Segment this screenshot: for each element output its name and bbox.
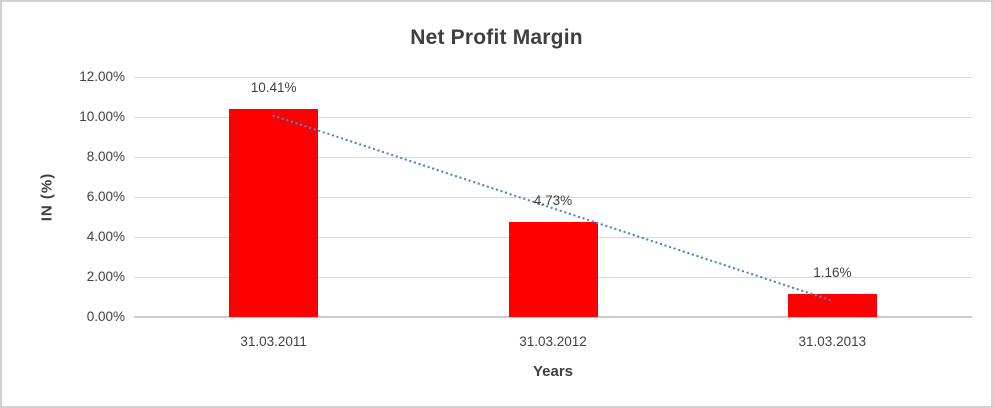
gridline — [134, 77, 972, 78]
y-axis-tick-label: 0.00% — [86, 309, 125, 324]
trendline — [272, 114, 834, 303]
trendline-path — [272, 114, 834, 303]
x-axis-title: Years — [532, 363, 574, 380]
x-axis-line — [134, 316, 972, 318]
bar-data-label: 10.41% — [250, 79, 297, 95]
y-axis-tick-label: 2.00% — [86, 269, 125, 284]
bar-data-label: 4.73% — [533, 193, 573, 209]
bar-data-label: 1.16% — [813, 264, 852, 280]
bar-31.03.2012 — [508, 222, 598, 317]
y-axis-tick-label: 4.00% — [86, 229, 125, 244]
gridline — [134, 197, 972, 198]
x-axis-tick-label: 31.03.2011 — [240, 334, 307, 349]
y-axis-tick-label: 8.00% — [86, 149, 125, 164]
x-axis-tick-label: 31.03.2013 — [798, 334, 867, 349]
x-axis-tick-label: 31.03.2012 — [519, 334, 587, 349]
bar-31.03.2011 — [229, 108, 319, 317]
gridline — [134, 117, 972, 118]
plot-area — [134, 77, 972, 318]
y-axis-tick-label: 12.00% — [79, 69, 125, 84]
bars-layer — [134, 77, 972, 317]
y-axis-tick-label: 6.00% — [86, 189, 125, 204]
bar-31.03.2013 — [787, 293, 877, 317]
gridline — [134, 157, 972, 158]
chart-title: Net Profit Margin — [410, 26, 583, 49]
y-axis-tick-label: 10.00% — [79, 109, 125, 124]
